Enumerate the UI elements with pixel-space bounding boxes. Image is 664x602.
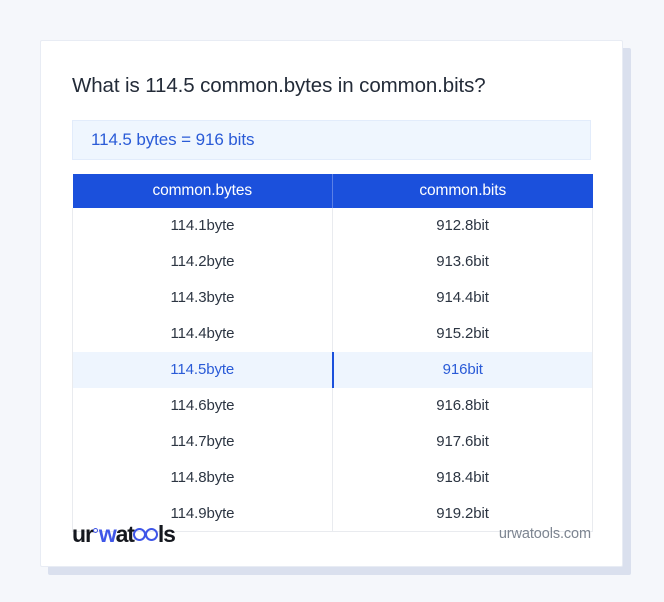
conversion-table: common.bytes common.bits 114.1byte 912.8b… — [72, 173, 593, 533]
table-row[interactable]: 114.7byte 917.6bit — [72, 423, 593, 460]
cell-bits: 915.2bit — [332, 315, 593, 352]
cell-bits: 916bit — [332, 351, 593, 388]
cell-bits: 917.6bit — [332, 423, 593, 460]
table-row[interactable]: 114.8byte 918.4bit — [72, 459, 593, 496]
cell-bits: 912.8bit — [332, 207, 593, 244]
table-row[interactable]: 114.6byte 916.8bit — [72, 387, 593, 424]
cell-bytes: 114.1byte — [72, 207, 333, 244]
cell-bytes: 114.9byte — [72, 495, 333, 533]
cell-bytes: 114.6byte — [72, 387, 333, 424]
logo-dot-icon — [93, 527, 99, 533]
site-url: urwatools.com — [498, 526, 591, 542]
cell-bytes: 114.5byte — [72, 351, 334, 388]
cell-bits: 914.4bit — [332, 279, 593, 316]
cell-bytes: 114.2byte — [72, 243, 333, 280]
page-title: What is 114.5 common.bytes in common.bit… — [72, 74, 486, 97]
logo-ring-icon-second — [145, 527, 159, 541]
logo-text-part-4: ls — [157, 520, 176, 547]
column-header-bytes[interactable]: common.bytes — [72, 173, 333, 208]
cell-bytes: 114.3byte — [72, 279, 333, 316]
logo-text-part-3: at — [115, 520, 135, 547]
table-row[interactable]: 114.1byte 912.8bit — [72, 207, 593, 244]
table-head: common.bytes common.bits — [72, 173, 593, 208]
table-row[interactable]: 114.5byte 916bit — [72, 351, 593, 388]
table-header-row: common.bytes common.bits — [72, 173, 593, 208]
column-header-bits[interactable]: common.bits — [332, 173, 593, 208]
logo-text-part-2: w — [98, 520, 117, 547]
cell-bits: 916.8bit — [332, 387, 593, 424]
table-row[interactable]: 114.2byte 913.6bit — [72, 243, 593, 280]
cell-bytes: 114.8byte — [72, 459, 333, 496]
table-row[interactable]: 114.9byte 919.2bit — [72, 495, 593, 533]
cell-bits: 913.6bit — [332, 243, 593, 280]
cell-bytes: 114.4byte — [72, 315, 333, 352]
table-row[interactable]: 114.3byte 914.4bit — [72, 279, 593, 316]
cell-bits: 918.4bit — [332, 459, 593, 496]
table-row[interactable]: 114.4byte 915.2bit — [72, 315, 593, 352]
table-body: 114.1byte 912.8bit 114.2byte 913.6bit 114.3b… — [72, 207, 593, 533]
answer-text: 114.5 bytes = 916 bits — [91, 129, 255, 149]
answer-callout: 114.5 bytes = 916 bits — [72, 119, 591, 160]
result-card: What is 114.5 common.bytes in common.bit… — [40, 40, 623, 567]
cell-bytes: 114.7byte — [72, 423, 333, 460]
cell-bits: 919.2bit — [332, 495, 593, 533]
card-footer: ur w at ls urwatools.com — [72, 520, 591, 548]
logo-text-part-1: ur — [72, 520, 94, 547]
brand-logo[interactable]: ur w at ls — [72, 520, 176, 547]
